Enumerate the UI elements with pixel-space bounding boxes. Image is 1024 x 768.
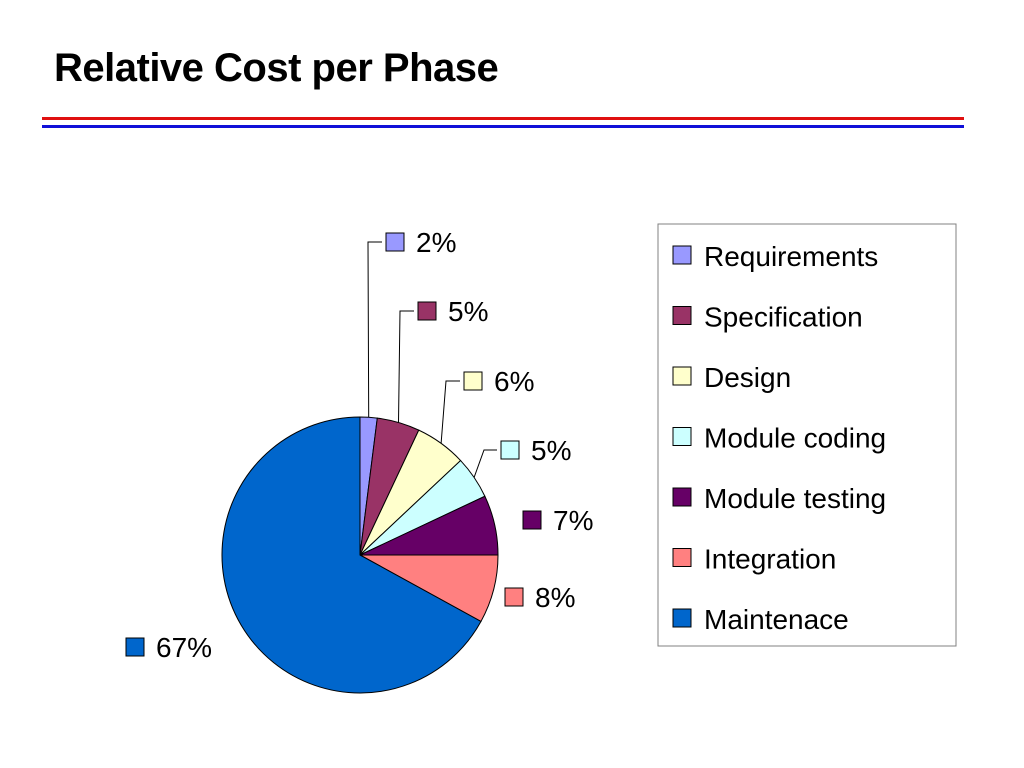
legend-label-integration: Integration: [704, 544, 836, 575]
legend-label-module-testing: Module testing: [704, 483, 886, 514]
leader-line-module-coding: [473, 449, 497, 478]
data-label-swatch-integration: [504, 587, 524, 607]
slide-title: Relative Cost per Phase: [54, 46, 499, 90]
leader-line-requirements: [367, 241, 382, 418]
data-label-swatch-requirements: [385, 232, 405, 252]
data-label-module-testing: 7%: [553, 505, 593, 536]
data-label-swatch-specification: [417, 301, 437, 321]
title-rule-blue: [42, 125, 964, 128]
data-labels: 2% 5% 6% 5% 7% 8% 67%: [125, 227, 593, 663]
title-rule-red: [42, 117, 964, 120]
leader-line-design: [440, 380, 460, 444]
legend-swatch-requirements: [672, 245, 692, 265]
legend-label-design: Design: [704, 362, 791, 393]
data-label-design: 6%: [494, 366, 534, 397]
legend-label-requirements: Requirements: [704, 241, 878, 272]
data-label-swatch-maintenace: [125, 637, 145, 657]
legend-label-specification: Specification: [704, 302, 863, 333]
legend: Requirements Specification Design Module co…: [657, 223, 957, 647]
legend-frame: [657, 223, 957, 647]
data-label-swatch-design: [463, 371, 483, 391]
pie-slice-maintenace: [221, 416, 482, 694]
data-label-module-coding: 5%: [531, 435, 571, 466]
legend-swatch-specification: [672, 306, 692, 325]
legend-swatch-design: [672, 366, 692, 386]
data-label-maintenace: 67%: [156, 632, 212, 663]
legend-swatch-module-coding: [672, 427, 692, 446]
legend-label-module-coding: Module coding: [704, 423, 886, 454]
data-label-specification: 5%: [448, 296, 488, 327]
pie-slices: [221, 416, 499, 694]
data-label-integration: 8%: [535, 582, 575, 613]
legend-swatch-integration: [672, 548, 692, 567]
leader-lines: [367, 241, 497, 478]
legend-label-maintenace: Maintenace: [704, 604, 849, 635]
data-label-requirements: 2%: [416, 227, 456, 258]
data-label-swatch-module-testing: [522, 510, 542, 530]
legend-swatch-module-testing: [672, 487, 692, 507]
data-label-swatch-module-coding: [500, 440, 520, 460]
legend-swatch-maintenace: [672, 608, 692, 628]
leader-line-specification: [398, 310, 414, 423]
